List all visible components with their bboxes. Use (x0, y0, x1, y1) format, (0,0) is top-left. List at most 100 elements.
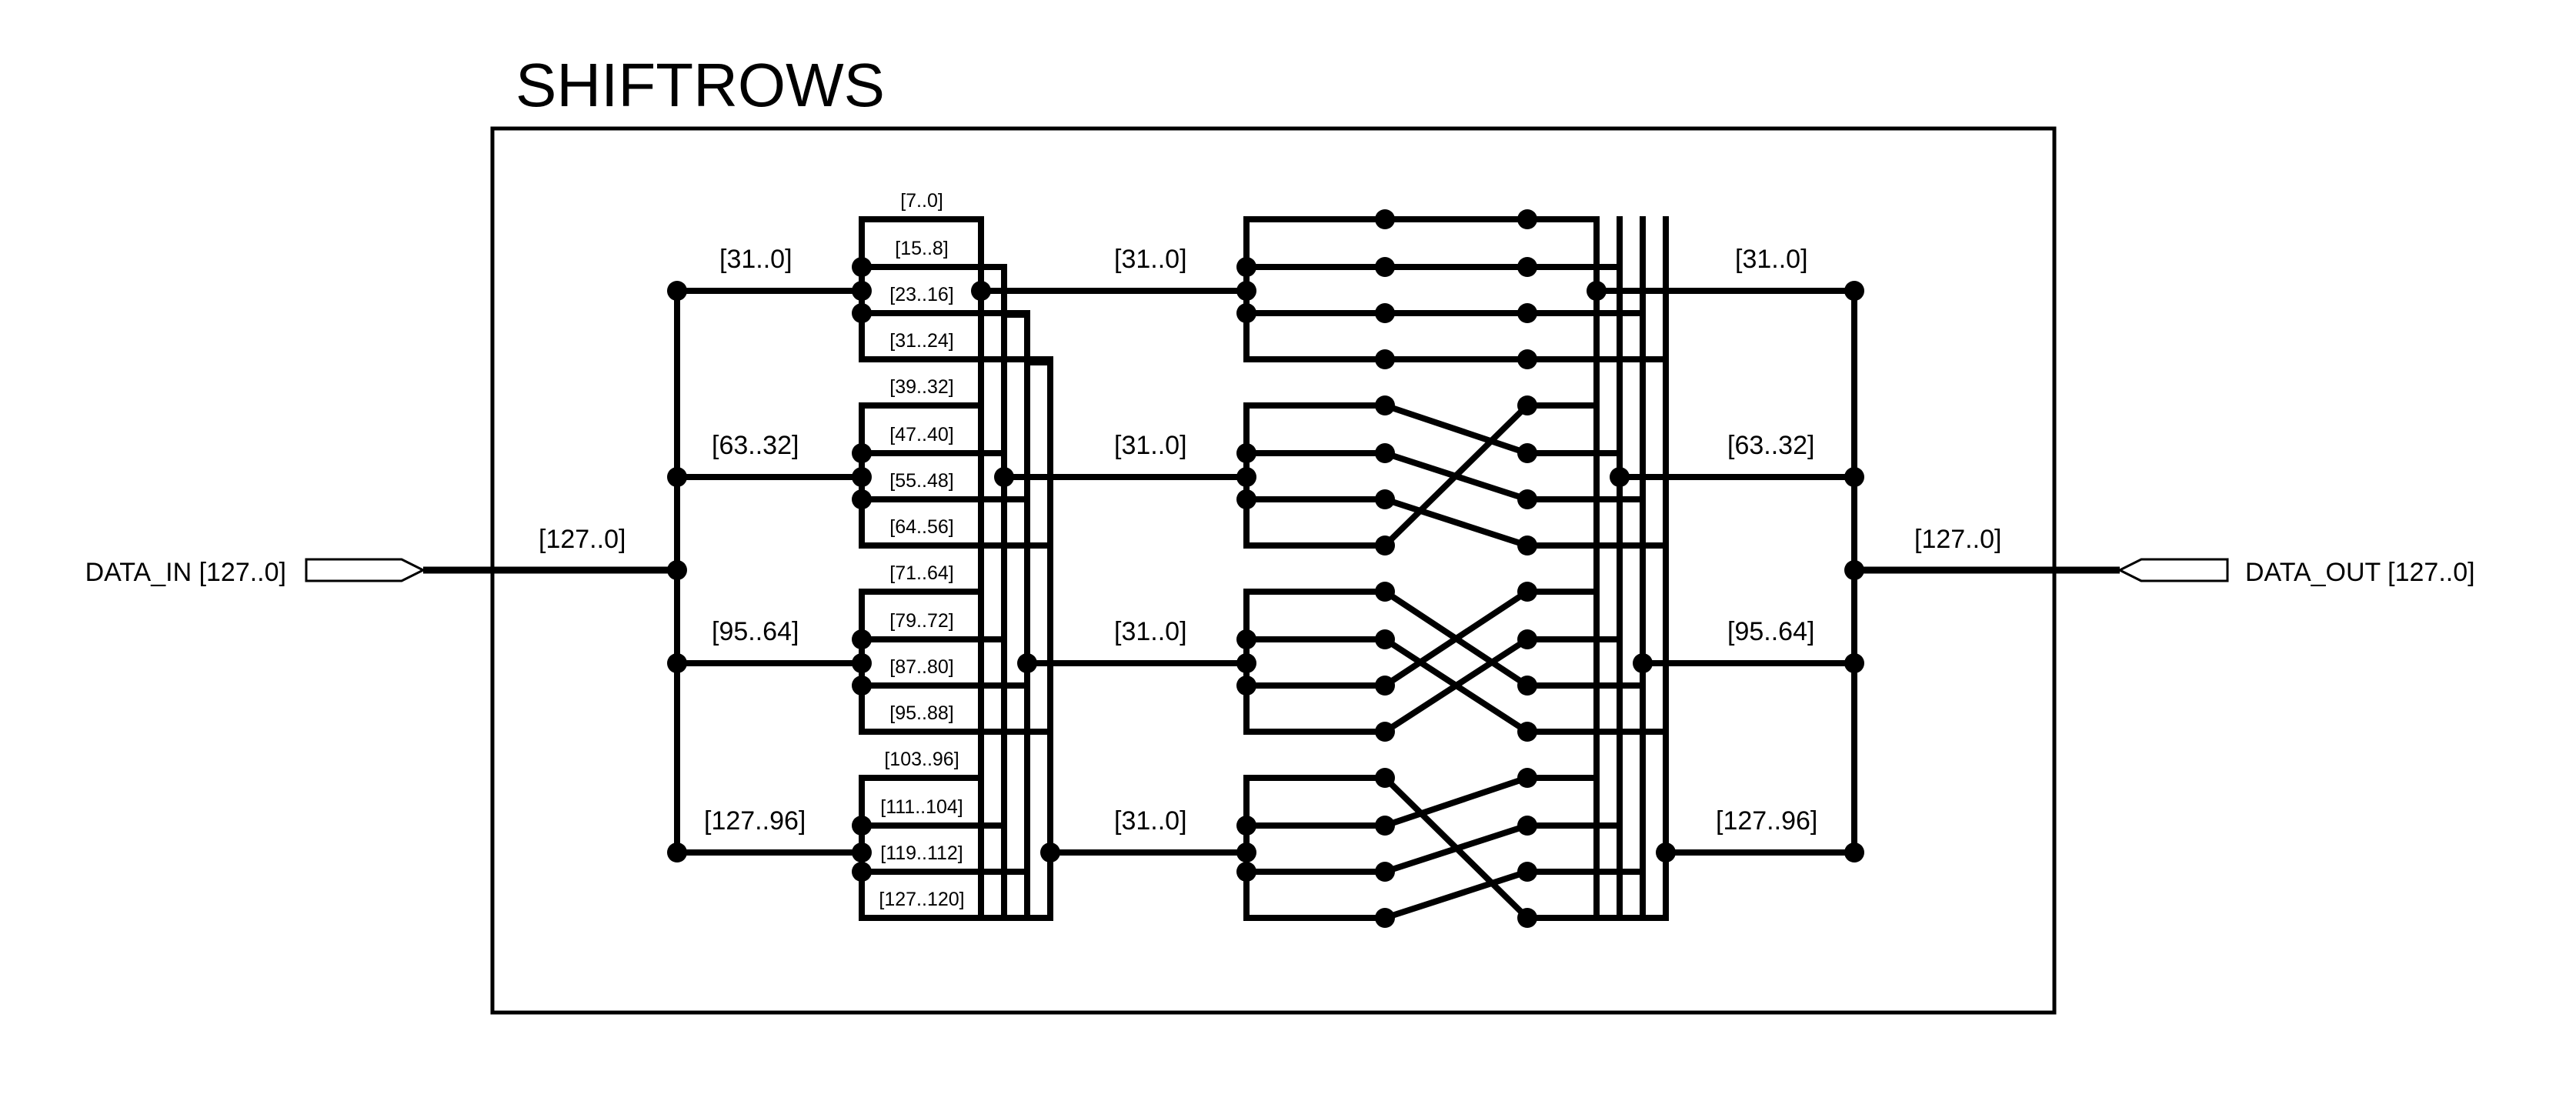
byte-dot-b-3 (852, 862, 872, 882)
out-word-dot-0 (1587, 281, 1607, 301)
byte-label-5: [47..40] (889, 424, 953, 445)
crossbar-left-dot-3-2 (1375, 862, 1395, 882)
out-word-dot-3 (1656, 842, 1676, 862)
crossbar-left-dot-2-3 (1375, 722, 1395, 742)
crossbar-right-dot-3-3 (1517, 908, 1537, 928)
byte-bracket-dot-0 (852, 281, 872, 301)
crossbar-left-dot-3-1 (1375, 816, 1395, 836)
crossbar-right-dot-0-1 (1517, 257, 1537, 277)
crossbar-in-dot-3 (1236, 842, 1256, 862)
byte-label-7: [64..56] (889, 516, 953, 538)
byte-bracket-dot-1 (852, 467, 872, 487)
byte-label-4: [39..32] (889, 376, 953, 398)
crossbar-left-dot-0-2 (1375, 303, 1395, 323)
input-bus-dot (667, 560, 687, 580)
crossbar-right-dot-2-3 (1517, 722, 1537, 742)
byte-label-12: [103..96] (884, 749, 959, 770)
crossbar-left-dot-1-0 (1375, 395, 1395, 415)
output-bus-dot (1844, 560, 1864, 580)
crossbar-left-dot-0-3 (1375, 349, 1395, 369)
crossbar-left-dot-2-0 (1375, 582, 1395, 602)
crossbar-right-dot-0-2 (1517, 303, 1537, 323)
byte-dot-a-0 (852, 257, 872, 277)
crossbar-left-dot-1-2 (1375, 489, 1395, 509)
out-merge-dot-3 (1844, 842, 1864, 862)
byte-label-6: [55..48] (889, 470, 953, 492)
row-feed-dot-3 (1040, 842, 1060, 862)
row-crossbar-layer (978, 216, 1669, 923)
byte-bracket-dot-2 (852, 653, 872, 673)
crossbar-wire-1-2 (1380, 495, 1532, 550)
crossbar-bracket-3 (1243, 775, 1388, 921)
crossbar-bracket-2 (1243, 589, 1388, 735)
crossbar-wire-3-2 (1380, 821, 1532, 876)
input-split-dot-2 (667, 653, 687, 673)
crossbar-bracket-0 (1243, 216, 1388, 362)
crossbar-dot-a-2 (1236, 629, 1256, 649)
diagram-title: SHIFTROWS (516, 51, 885, 119)
byte-dot-a-3 (852, 816, 872, 836)
byte-label-8: [71..64] (889, 562, 953, 584)
byte-column-3 (1024, 359, 1053, 919)
crossbar-left-dot-0-1 (1375, 257, 1395, 277)
input-split-dot-3 (667, 842, 687, 862)
input-split-dot-0 (667, 281, 687, 301)
crossbar-dot-b-3 (1236, 862, 1256, 882)
crossbar-in-dot-0 (1236, 281, 1256, 301)
crossbar-wire-1-0 (1380, 401, 1532, 458)
crossbar-dot-b-1 (1236, 489, 1256, 509)
crossbar-left-dot-3-0 (1375, 768, 1395, 788)
crossbar-right-dot-1-0 (1517, 395, 1537, 415)
crossbar-right-dot-2-1 (1517, 629, 1537, 649)
labels-layer: [31..0] [63..32] [95..64] [127..96] [7..0] [1… (704, 190, 1817, 910)
crossbar-right-dot-0-3 (1517, 349, 1537, 369)
out-merge-dot-0 (1844, 281, 1864, 301)
byte-label-3: [31..24] (889, 330, 953, 352)
crossbar-right-dot-3-0 (1517, 768, 1537, 788)
byte-dot-a-1 (852, 443, 872, 463)
crossbar-dot-a-0 (1236, 257, 1256, 277)
row-feed-dot-0 (971, 281, 991, 301)
byte-label-1: [15..8] (895, 238, 949, 259)
out-word-dot-2 (1633, 653, 1653, 673)
byte-label-13: [111..104] (880, 796, 963, 818)
data-out-port-shape (2117, 558, 2229, 582)
crossbar-wire-3-3 (1380, 867, 1532, 923)
input-word-label-0: [31..0] (719, 245, 792, 274)
out-merge-dot-1 (1844, 467, 1864, 487)
byte-dot-b-1 (852, 489, 872, 509)
out-word-dot-1 (1610, 467, 1630, 487)
data-in-label: DATA_IN [127..0] (85, 558, 286, 587)
byte-split-layer (859, 216, 1053, 921)
byte-label-15: [127..120] (879, 889, 964, 910)
row-feed-dot-2 (1017, 653, 1037, 673)
byte-label-10: [87..80] (889, 656, 953, 678)
input-split-dot-1 (667, 467, 687, 487)
crossbar-wire-3-1 (1380, 773, 1532, 830)
output-word-label-3: [127..96] (1716, 806, 1817, 836)
byte-dot-a-2 (852, 629, 872, 649)
crossbar-dot-b-0 (1236, 303, 1256, 323)
byte-label-14: [119..112] (880, 842, 963, 864)
bus-in-label: [127..0] (539, 525, 626, 554)
byte-label-11: [95..88] (889, 702, 953, 724)
crossbar-left-dot-2-2 (1375, 676, 1395, 696)
input-split-bracket (674, 288, 865, 856)
crossbar-left-dot-1-3 (1375, 535, 1395, 556)
byte-column-2 (1001, 312, 1030, 919)
crossbar-left-dot-2-1 (1375, 629, 1395, 649)
byte-dot-b-2 (852, 676, 872, 696)
crossbar-dot-b-2 (1236, 676, 1256, 696)
crossbar-right-dot-0-0 (1517, 209, 1537, 229)
data-in-port (305, 558, 426, 582)
row-feed-dot-1 (994, 467, 1014, 487)
out-merge-dot-2 (1844, 653, 1864, 673)
row-label-0: [31..0] (1114, 245, 1187, 274)
crossbar-in-dot-1 (1236, 467, 1256, 487)
byte-dot-b-0 (852, 303, 872, 323)
bus-out-label: [127..0] (1914, 525, 2001, 554)
crossbar-wire-2-2 (1380, 587, 1532, 690)
crossbar-right-dot-1-1 (1517, 443, 1537, 463)
byte-label-2: [23..16] (889, 284, 953, 305)
crossbar-right-dot-1-2 (1517, 489, 1537, 509)
